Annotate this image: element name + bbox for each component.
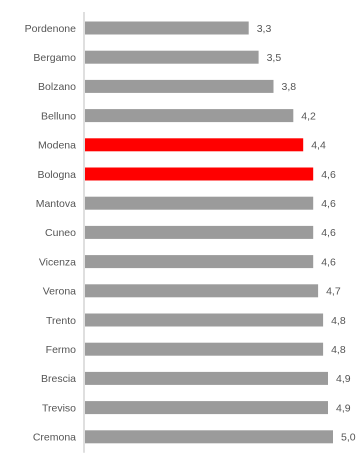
value-label-bologna: 4,6	[321, 169, 336, 181]
category-label-brescia: Brescia	[41, 373, 76, 385]
category-label-bologna: Bologna	[37, 169, 76, 181]
value-label-verona: 4,7	[326, 286, 341, 298]
bar-trento	[85, 313, 324, 327]
bar-verona	[85, 284, 319, 298]
bar-vicenza	[85, 255, 314, 269]
value-label-vicenza: 4,6	[321, 256, 336, 268]
bars-group	[85, 21, 333, 444]
category-label-pordenone: Pordenone	[25, 23, 77, 35]
value-label-bergamo: 3,5	[267, 52, 282, 64]
bar-bergamo	[85, 50, 259, 64]
bar-brescia	[85, 371, 328, 385]
category-label-bolzano: Bolzano	[38, 81, 76, 93]
value-label-cremona: 5,0	[341, 432, 356, 444]
bar-pordenone	[85, 21, 249, 35]
bar-modena	[85, 138, 304, 152]
bar-cremona	[85, 430, 333, 444]
category-label-mantova: Mantova	[36, 198, 76, 210]
category-label-vicenza: Vicenza	[39, 256, 76, 268]
value-label-bolzano: 3,8	[282, 81, 297, 93]
value-label-treviso: 4,9	[336, 402, 351, 414]
category-label-cuneo: Cuneo	[45, 227, 76, 239]
value-label-cuneo: 4,6	[321, 227, 336, 239]
category-label-trento: Trento	[46, 315, 76, 327]
category-label-fermo: Fermo	[46, 344, 76, 356]
bar-mantova	[85, 196, 314, 210]
category-label-bergamo: Bergamo	[33, 52, 76, 64]
bar-bolzano	[85, 79, 274, 93]
category-labels-group: Pordenone Bergamo Bolzano Belluno Modena Bolo…	[25, 23, 77, 444]
value-label-fermo: 4,8	[331, 344, 346, 356]
value-label-brescia: 4,9	[336, 373, 351, 385]
value-label-trento: 4,8	[331, 315, 346, 327]
bar-bologna	[85, 167, 314, 181]
value-labels-group: 3,3 3,5 3,8 4,2 4,4 4,6 4,6 4,6 4,6 4,7 4,8 4,8 4,9 4…	[257, 23, 356, 444]
bar-fermo	[85, 342, 324, 356]
category-label-belluno: Belluno	[41, 110, 76, 122]
bar-belluno	[85, 109, 294, 123]
category-label-modena: Modena	[38, 140, 76, 152]
value-label-belluno: 4,2	[301, 110, 316, 122]
category-label-verona: Verona	[43, 286, 76, 298]
bar-treviso	[85, 401, 328, 415]
bar-cuneo	[85, 225, 314, 239]
category-label-treviso: Treviso	[42, 402, 76, 414]
value-label-modena: 4,4	[311, 140, 326, 152]
value-label-pordenone: 3,3	[257, 23, 272, 35]
value-label-mantova: 4,6	[321, 198, 336, 210]
category-label-cremona: Cremona	[33, 432, 76, 444]
